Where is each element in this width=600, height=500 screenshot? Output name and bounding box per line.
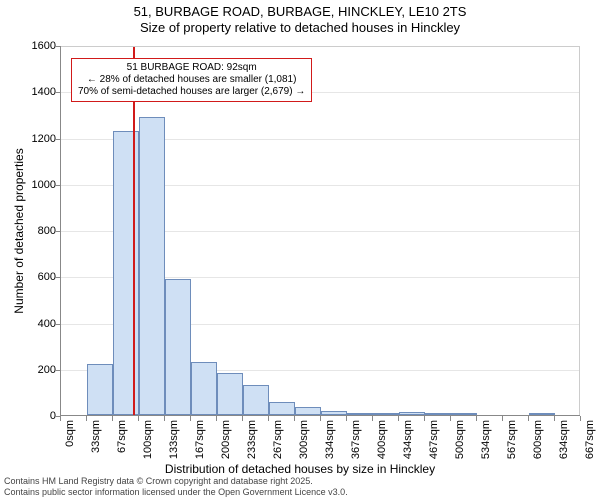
y-tick-mark [55, 370, 60, 371]
histogram-bar [399, 412, 425, 415]
x-tick-label: 67sqm [116, 420, 128, 453]
x-tick-mark [346, 416, 347, 421]
y-tick-label: 400 [38, 318, 56, 330]
chart-root: 51, BURBAGE ROAD, BURBAGE, HINCKLEY, LE1… [0, 0, 600, 500]
x-tick-mark [216, 416, 217, 421]
x-tick-label: 467sqm [428, 420, 440, 459]
x-tick-label: 233sqm [246, 420, 258, 459]
x-tick-mark [424, 416, 425, 421]
x-tick-label: 634sqm [558, 420, 570, 459]
x-tick-label: 33sqm [90, 420, 102, 453]
x-tick-label: 434sqm [402, 420, 414, 459]
x-tick-label: 267sqm [272, 420, 284, 459]
x-tick-mark [554, 416, 555, 421]
x-tick-label: 100sqm [142, 420, 154, 459]
annotation-line-1: 51 BURBAGE ROAD: 92sqm [78, 62, 305, 74]
footer-line-2: Contains public sector information licen… [4, 487, 348, 498]
x-tick-mark [60, 416, 61, 421]
histogram-bar [165, 279, 191, 415]
y-tick-mark [55, 277, 60, 278]
x-tick-mark [242, 416, 243, 421]
gridline [61, 46, 580, 47]
histogram-bar [243, 385, 269, 415]
chart-title: 51, BURBAGE ROAD, BURBAGE, HINCKLEY, LE1… [0, 4, 600, 36]
histogram-bar [87, 364, 113, 415]
x-tick-mark [528, 416, 529, 421]
x-tick-mark [86, 416, 87, 421]
y-tick-label: 1400 [32, 86, 56, 98]
histogram-bar [321, 411, 347, 415]
x-tick-mark [164, 416, 165, 421]
x-tick-label: 567sqm [506, 420, 518, 459]
histogram-bar [269, 402, 295, 415]
x-tick-label: 334sqm [324, 420, 336, 459]
histogram-bar [373, 413, 399, 415]
x-tick-label: 534sqm [480, 420, 492, 459]
x-tick-label: 200sqm [220, 420, 232, 459]
y-tick-label: 1000 [32, 179, 56, 191]
y-tick-mark [55, 46, 60, 47]
x-tick-mark [190, 416, 191, 421]
y-tick-label: 600 [38, 271, 56, 283]
y-tick-mark [55, 231, 60, 232]
x-tick-mark [476, 416, 477, 421]
annotation-box: 51 BURBAGE ROAD: 92sqm← 28% of detached … [71, 58, 312, 102]
histogram-bar [295, 407, 321, 415]
plot-area: 51 BURBAGE ROAD: 92sqm← 28% of detached … [60, 46, 580, 416]
x-tick-mark [580, 416, 581, 421]
histogram-bar [451, 413, 477, 415]
histogram-bar [347, 413, 373, 415]
x-tick-mark [320, 416, 321, 421]
x-tick-mark [398, 416, 399, 421]
histogram-bar [217, 373, 243, 415]
y-tick-label: 1200 [32, 133, 56, 145]
histogram-bar [425, 413, 451, 415]
x-tick-label: 600sqm [532, 420, 544, 459]
y-tick-mark [55, 139, 60, 140]
x-tick-mark [138, 416, 139, 421]
x-tick-label: 133sqm [168, 420, 180, 459]
y-tick-mark [55, 92, 60, 93]
x-tick-label: 667sqm [584, 420, 596, 459]
y-tick-label: 1600 [32, 40, 56, 52]
annotation-line-3: 70% of semi-detached houses are larger (… [78, 86, 305, 98]
title-line-2: Size of property relative to detached ho… [0, 20, 600, 36]
footer-line-1: Contains HM Land Registry data © Crown c… [4, 476, 348, 487]
histogram-bar [529, 413, 555, 415]
footer-attribution: Contains HM Land Registry data © Crown c… [4, 476, 348, 498]
y-tick-label: 200 [38, 364, 56, 376]
x-axis-label: Distribution of detached houses by size … [0, 462, 600, 476]
x-tick-label: 400sqm [376, 420, 388, 459]
x-tick-label: 500sqm [454, 420, 466, 459]
x-tick-mark [372, 416, 373, 421]
y-tick-label: 800 [38, 225, 56, 237]
x-tick-mark [268, 416, 269, 421]
x-tick-label: 167sqm [194, 420, 206, 459]
y-axis-label: Number of detached properties [12, 148, 26, 313]
x-tick-label: 0sqm [64, 420, 76, 447]
x-tick-mark [450, 416, 451, 421]
x-tick-mark [112, 416, 113, 421]
x-tick-label: 367sqm [350, 420, 362, 459]
annotation-line-2: ← 28% of detached houses are smaller (1,… [78, 74, 305, 86]
histogram-bar [139, 117, 165, 415]
y-tick-mark [55, 324, 60, 325]
y-tick-mark [55, 185, 60, 186]
title-line-1: 51, BURBAGE ROAD, BURBAGE, HINCKLEY, LE1… [0, 4, 600, 20]
x-tick-label: 300sqm [298, 420, 310, 459]
x-tick-mark [502, 416, 503, 421]
histogram-bar [113, 131, 139, 415]
histogram-bar [191, 362, 217, 415]
x-tick-mark [294, 416, 295, 421]
